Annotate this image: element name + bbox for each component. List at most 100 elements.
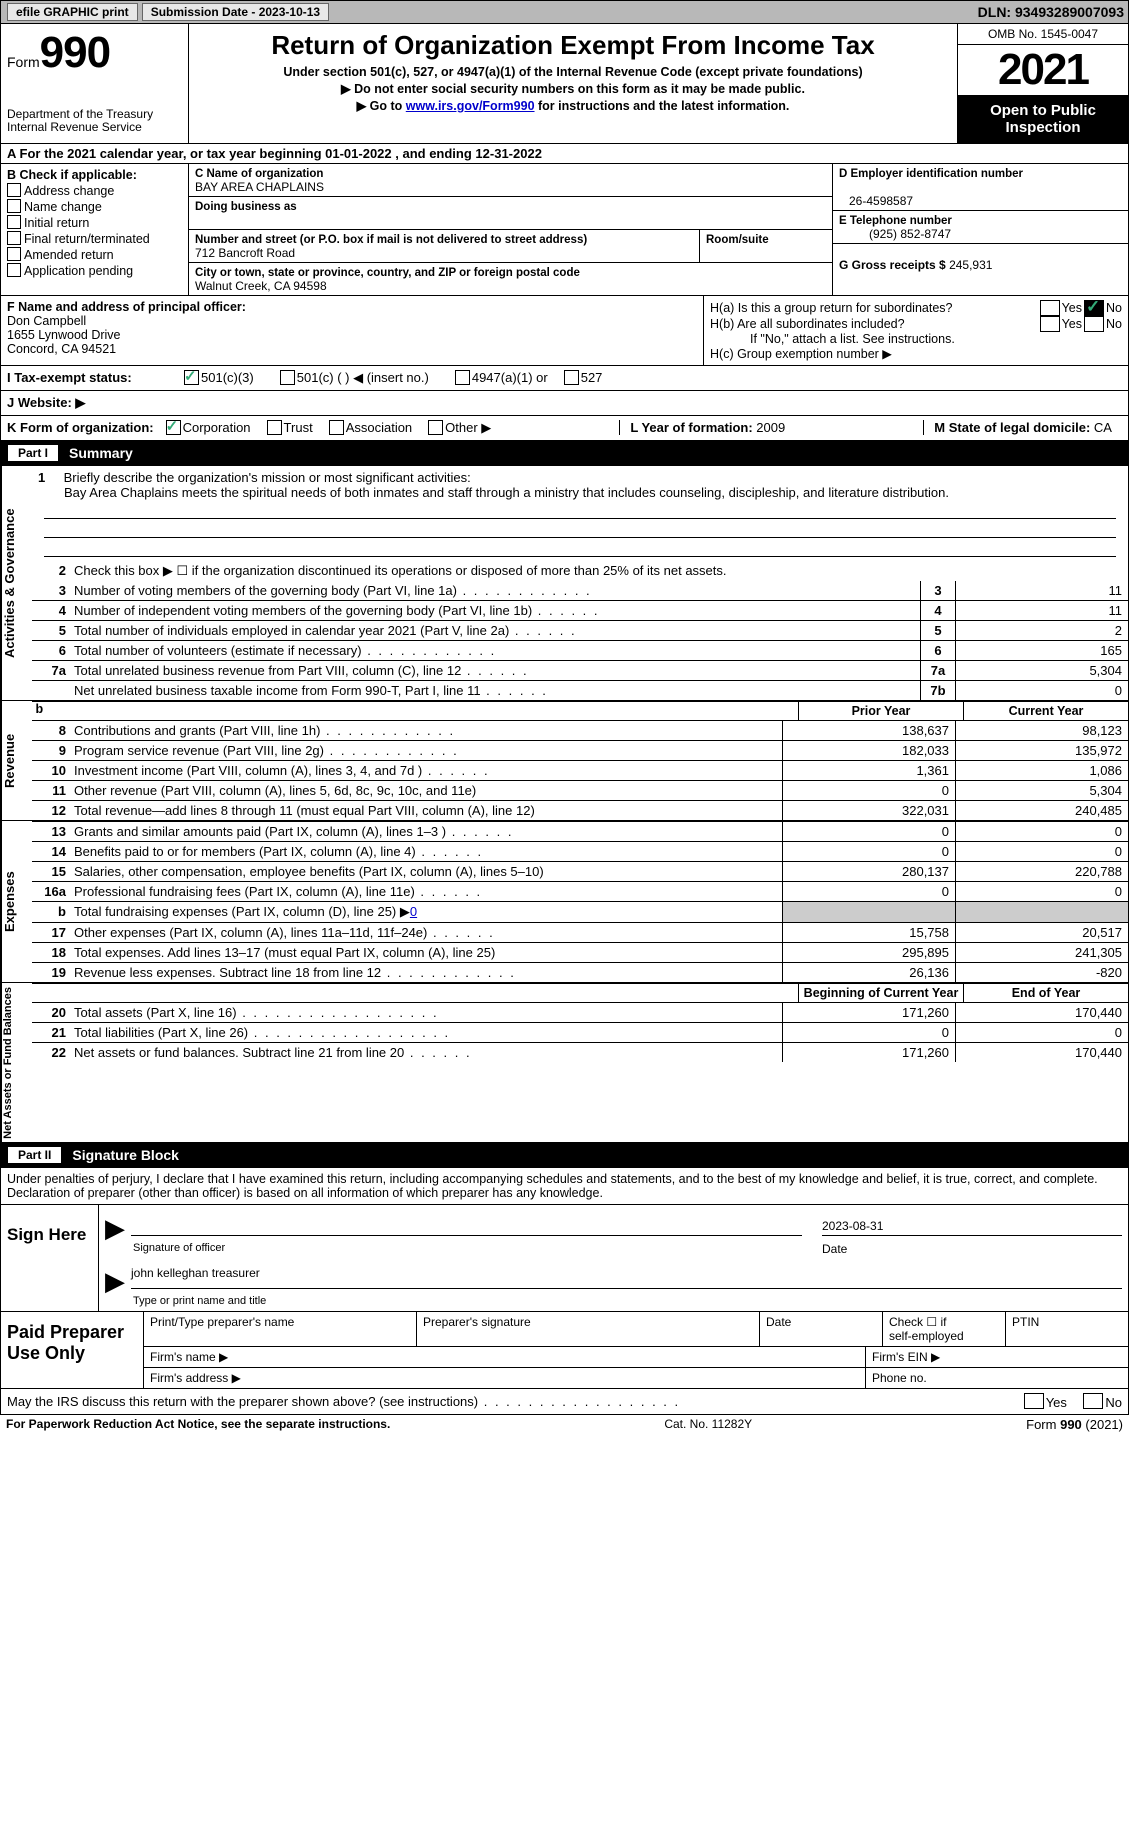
ein-val: 26-4598587 xyxy=(839,194,913,208)
pp-sig-lbl: Preparer's signature xyxy=(417,1312,760,1346)
cb-final-return[interactable]: Final return/terminated xyxy=(7,231,182,246)
cb-app-pending[interactable]: Application pending xyxy=(7,263,182,278)
l10: Investment income (Part VIII, column (A)… xyxy=(70,761,782,780)
sect-expenses: Expenses 13Grants and similar amounts pa… xyxy=(0,821,1129,983)
cb-name-change[interactable]: Name change xyxy=(7,199,182,214)
foot-cat: Cat. No. 11282Y xyxy=(664,1417,752,1432)
l7a: Total unrelated business revenue from Pa… xyxy=(70,661,920,680)
street-val: 712 Bancroft Road xyxy=(195,246,295,260)
l1-val: Bay Area Chaplains meets the spiritual n… xyxy=(38,485,1122,500)
l16b-link[interactable]: 0 xyxy=(410,904,417,919)
l3: Number of voting members of the governin… xyxy=(70,581,920,600)
hdr-boy: Beginning of Current Year xyxy=(798,984,963,1002)
l1-txt: Briefly describe the organization's miss… xyxy=(64,470,471,485)
cell-city: City or town, state or province, country… xyxy=(189,263,832,295)
discuss-yes[interactable] xyxy=(1024,1393,1044,1409)
foot-left: For Paperwork Reduction Act Notice, see … xyxy=(6,1417,390,1432)
l17: Other expenses (Part IX, column (A), lin… xyxy=(70,923,782,942)
meta-grid: B Check if applicable: Address change Na… xyxy=(0,164,1129,296)
irs-link[interactable]: www.irs.gov/Form990 xyxy=(406,99,535,113)
chk-501c3[interactable] xyxy=(184,370,199,385)
sign-here: Sign Here ▶ 2023-08-31 Signature of offi… xyxy=(0,1205,1129,1312)
l4-val: 11 xyxy=(955,601,1128,620)
sub3a: ▶ Go to xyxy=(357,99,406,113)
hc-txt: H(c) Group exemption number ▶ xyxy=(710,346,1122,361)
gross-lbl: G Gross receipts $ xyxy=(839,258,949,272)
submission-date-button[interactable]: Submission Date - 2023-10-13 xyxy=(142,3,329,21)
sig-name-lbl: Type or print name and title xyxy=(133,1295,1122,1307)
chk-assoc[interactable] xyxy=(329,420,344,435)
hb-txt: H(b) Are all subordinates included? xyxy=(710,317,1038,331)
chk-other[interactable] xyxy=(428,420,443,435)
part-i-bar: Part I Summary xyxy=(0,441,1129,466)
l16a: Professional fundraising fees (Part IX, … xyxy=(70,882,782,901)
rowA-pre: A For the 2021 calendar year, or tax yea… xyxy=(7,146,325,161)
m-state: M State of legal domicile: CA xyxy=(923,420,1122,435)
city-val: Walnut Creek, CA 94598 xyxy=(195,279,327,293)
efile-print-button[interactable]: efile GRAPHIC print xyxy=(7,3,138,21)
chk-501c[interactable] xyxy=(280,370,295,385)
j-lbl: J Website: ▶ xyxy=(7,395,85,411)
row-a-calendar-year: A For the 2021 calendar year, or tax yea… xyxy=(0,144,1129,164)
cell-org-name: C Name of organization BAY AREA CHAPLAIN… xyxy=(189,164,832,197)
vside-exp: Expenses xyxy=(1,821,32,982)
hb-yes[interactable] xyxy=(1040,316,1060,332)
sig-officer-line[interactable] xyxy=(131,1213,802,1236)
cb-address-change[interactable]: Address change xyxy=(7,183,182,198)
pp-date-lbl: Date xyxy=(760,1312,883,1346)
rule xyxy=(44,519,1116,538)
top-bar: efile GRAPHIC print Submission Date - 20… xyxy=(0,0,1129,24)
dln-label: DLN: 93493289007093 xyxy=(978,4,1124,20)
tax-year: 2021 xyxy=(958,45,1128,96)
rule xyxy=(44,500,1116,519)
chk-4947[interactable] xyxy=(455,370,470,385)
pp-firm-addr: Firm's address ▶ xyxy=(144,1368,866,1388)
boxB-hdr: B Check if applicable: xyxy=(7,168,137,182)
subtitle-3: ▶ Go to www.irs.gov/Form990 for instruct… xyxy=(195,98,951,113)
row-j: J Website: ▶ xyxy=(0,391,1129,416)
l6: Total number of volunteers (estimate if … xyxy=(70,641,920,660)
header-mid: Return of Organization Exempt From Incom… xyxy=(189,24,957,143)
l19: Revenue less expenses. Subtract line 18 … xyxy=(70,963,782,982)
pp-firm-ein: Firm's EIN ▶ xyxy=(866,1347,1128,1367)
line-1: 1 Briefly describe the organization's mi… xyxy=(32,466,1128,561)
chk-trust[interactable] xyxy=(267,420,282,435)
gross-val: 245,931 xyxy=(949,258,992,272)
chk-corp[interactable] xyxy=(166,420,181,435)
l9: Program service revenue (Part VIII, line… xyxy=(70,741,782,760)
rule xyxy=(44,538,1116,557)
cb-initial-return[interactable]: Initial return xyxy=(7,215,182,230)
pp-lbl: Paid Preparer Use Only xyxy=(1,1312,144,1388)
l2: Check this box ▶ ☐ if the organization d… xyxy=(70,561,1128,581)
vside-ag: Activities & Governance xyxy=(1,466,32,700)
discuss-no[interactable] xyxy=(1083,1393,1103,1409)
l18: Total expenses. Add lines 13–17 (must eq… xyxy=(70,943,782,962)
foot-right: Form 990 (2021) xyxy=(1026,1417,1123,1432)
l12: Total revenue—add lines 8 through 11 (mu… xyxy=(70,801,782,820)
l21: Total liabilities (Part X, line 26) xyxy=(70,1023,782,1042)
hb-no[interactable] xyxy=(1084,316,1104,332)
l4: Number of independent voting members of … xyxy=(70,601,920,620)
room-lbl: Room/suite xyxy=(706,234,769,246)
rowA-mid: , and ending xyxy=(392,146,476,161)
part-ii-bar: Part II Signature Block xyxy=(0,1143,1129,1168)
subtitle-1: Under section 501(c), 527, or 4947(a)(1)… xyxy=(195,65,951,79)
row-i: I Tax-exempt status: 501(c)(3) 501(c) ( … xyxy=(0,366,1129,391)
f-name: Don Campbell xyxy=(7,314,86,328)
street-lbl: Number and street (or P.O. box if mail i… xyxy=(195,234,587,246)
ha-yes[interactable] xyxy=(1040,300,1060,316)
l5: Total number of individuals employed in … xyxy=(70,621,920,640)
sig-intro: Under penalties of perjury, I declare th… xyxy=(0,1168,1129,1205)
f-l1: 1655 Lynwood Drive xyxy=(7,328,121,342)
chk-527[interactable] xyxy=(564,370,579,385)
l6-val: 165 xyxy=(955,641,1128,660)
ein-lbl: D Employer identification number xyxy=(839,168,1023,180)
ha-no[interactable] xyxy=(1084,300,1104,316)
sign-here-lbl: Sign Here xyxy=(1,1205,99,1311)
row-f-h: F Name and address of principal officer:… xyxy=(0,296,1129,366)
dba-lbl: Doing business as xyxy=(195,201,297,213)
cell-gross: G Gross receipts $ 245,931 xyxy=(833,244,1128,274)
l5-val: 2 xyxy=(955,621,1128,640)
cb-amended[interactable]: Amended return xyxy=(7,247,182,262)
sig-name-line[interactable]: john kelleghan treasurer xyxy=(131,1266,1122,1289)
